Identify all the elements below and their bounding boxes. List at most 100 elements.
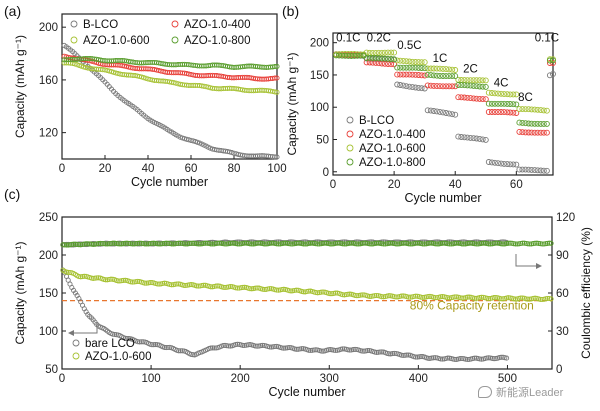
data-point — [488, 100, 495, 107]
data-point — [525, 106, 532, 113]
data-point — [65, 269, 71, 275]
data-point — [501, 109, 508, 116]
data-point — [522, 106, 529, 113]
data-point — [433, 65, 440, 72]
data-point — [491, 356, 497, 362]
legend-label: B-LCO — [359, 115, 394, 127]
data-point — [540, 167, 547, 174]
data-point — [548, 240, 554, 246]
data-point — [418, 354, 424, 360]
legend-label: AZO-1.0-600 — [85, 351, 151, 363]
data-point — [522, 129, 529, 136]
rate-label: 0.1C — [535, 32, 559, 44]
data-point — [510, 161, 517, 168]
data-point — [550, 57, 556, 64]
data-point — [322, 240, 328, 246]
data-point — [406, 64, 413, 71]
data-point — [440, 109, 446, 116]
data-point — [433, 83, 440, 90]
data-point — [448, 241, 454, 247]
data-point — [379, 294, 385, 300]
data-point — [427, 72, 434, 79]
data-point — [354, 241, 360, 247]
data-point — [461, 134, 468, 141]
data-point — [154, 241, 160, 247]
x-tick-label: 40 — [449, 179, 462, 191]
data-point — [327, 291, 333, 297]
data-point — [149, 342, 155, 348]
data-point — [424, 65, 431, 72]
data-point — [528, 129, 535, 136]
data-point — [365, 348, 371, 354]
data-point — [72, 339, 80, 347]
data-point — [507, 91, 514, 98]
data-point — [525, 296, 531, 302]
y-tick-label: 0 — [323, 167, 329, 179]
data-point — [210, 241, 216, 247]
data-point — [516, 119, 523, 126]
data-point — [488, 109, 495, 115]
rate-label: 0.1C — [336, 32, 360, 44]
data-point — [473, 95, 480, 102]
data-point — [363, 55, 370, 61]
data-point — [373, 292, 380, 299]
data-point — [378, 55, 385, 62]
data-point — [234, 241, 241, 247]
data-point — [470, 135, 477, 142]
rate-label: 1C — [433, 53, 448, 65]
data-point — [543, 120, 550, 127]
data-point — [446, 83, 453, 90]
data-point — [381, 49, 388, 56]
legend: B-LCO AZO-1.0-400 AZO-1.0-600 AZO-1.0-800 — [70, 19, 250, 47]
x-tick-label: 100 — [141, 373, 160, 385]
data-point — [446, 110, 453, 117]
data-point — [141, 75, 147, 81]
data-point — [504, 91, 511, 98]
data-point — [449, 111, 456, 118]
data-point — [373, 240, 380, 246]
data-point — [211, 345, 217, 351]
x-tick-label: 400 — [409, 373, 428, 385]
y-axis-label: Capacity (mAh g⁻¹) — [13, 35, 27, 138]
data-point — [361, 240, 367, 246]
data-point — [425, 355, 431, 361]
data-point — [76, 242, 82, 248]
data-point — [256, 240, 262, 246]
data-point — [354, 293, 360, 299]
data-point — [302, 241, 308, 247]
y2-tick-label: 30 — [556, 326, 569, 338]
data-point — [147, 280, 153, 286]
data-point — [528, 166, 535, 173]
data-point — [111, 69, 117, 75]
y-tick-label: 160 — [39, 75, 58, 87]
data-point — [467, 134, 474, 141]
data-point — [516, 128, 523, 135]
data-point — [186, 282, 192, 288]
data-point — [422, 241, 428, 247]
data-point — [286, 344, 292, 351]
data-point — [470, 95, 477, 102]
data-point — [345, 52, 352, 59]
data-point — [488, 159, 495, 166]
data-point — [518, 295, 524, 301]
data-point — [479, 356, 485, 362]
data-point — [452, 83, 459, 90]
data-point — [539, 241, 545, 247]
data-point — [443, 66, 450, 73]
data-point — [215, 240, 221, 246]
data-point — [510, 101, 517, 108]
data-point — [108, 276, 114, 282]
data-point — [427, 107, 434, 114]
right-axis-arrowhead — [536, 263, 542, 269]
data-point — [345, 291, 351, 297]
data-point — [470, 82, 477, 89]
data-point — [516, 106, 523, 113]
data-point — [400, 240, 406, 246]
data-point — [432, 355, 438, 361]
data-point — [97, 240, 103, 246]
data-point — [531, 167, 538, 174]
data-point — [507, 161, 514, 168]
data-point — [388, 240, 394, 246]
x-tick-label: 60 — [185, 163, 198, 175]
